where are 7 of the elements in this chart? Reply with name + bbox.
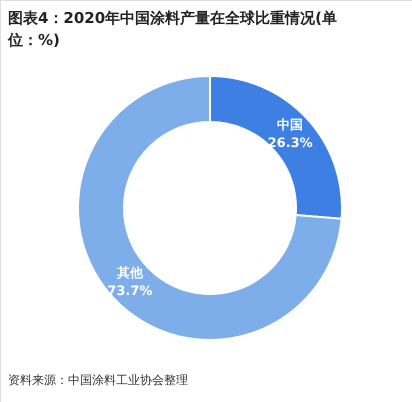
data-label: 26.3%	[268, 136, 313, 152]
text: 资料来源：中国涂料工业协会整理	[8, 373, 188, 387]
donut-slice	[77, 75, 343, 341]
slice-label: 中国	[277, 118, 304, 134]
slice-label: 其他	[116, 266, 144, 281]
data-label: 73.7%	[107, 284, 152, 299]
chart-title: 图表4：2020年中国涂料产量在全球比重情况(单位：%)	[7, 9, 338, 49]
